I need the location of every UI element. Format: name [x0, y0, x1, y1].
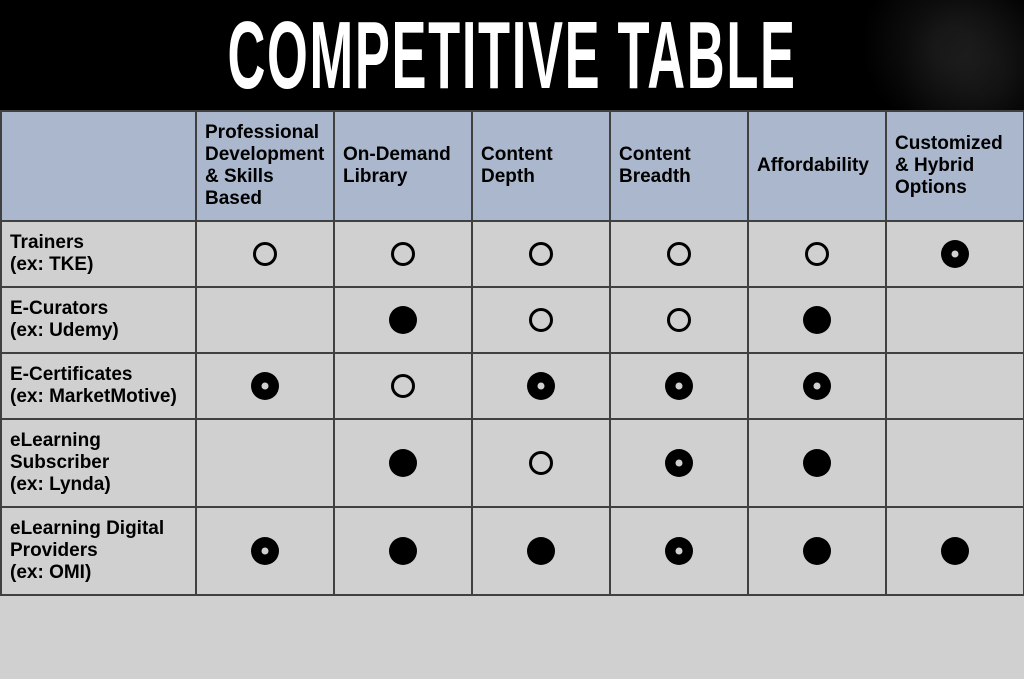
- row-header-label: eLearning Subscriber: [10, 430, 109, 473]
- data-cell: [886, 287, 1024, 353]
- marker-empty-icon: [253, 242, 277, 266]
- marker-empty-icon: [529, 242, 553, 266]
- data-cell: [472, 353, 610, 419]
- page-title: COMPETITIVE TABLE: [227, 0, 796, 111]
- title-bar: COMPETITIVE TABLE: [0, 0, 1024, 110]
- row-header-label: (ex: TKE): [10, 254, 93, 275]
- data-cell: [334, 419, 472, 507]
- row-header-label: eLearning Digital Providers: [10, 518, 164, 561]
- row-header: eLearning Subscriber(ex: Lynda): [1, 419, 196, 507]
- data-cell: [886, 353, 1024, 419]
- marker-empty-icon: [391, 374, 415, 398]
- data-cell: [610, 419, 748, 507]
- col-header: Affordability: [748, 111, 886, 221]
- data-cell: [748, 419, 886, 507]
- table-row: E-Curators(ex: Udemy): [1, 287, 1024, 353]
- data-cell: [334, 507, 472, 595]
- marker-dot-icon: [527, 372, 555, 400]
- data-cell: [472, 287, 610, 353]
- marker-full-icon: [389, 306, 417, 334]
- marker-full-icon: [389, 537, 417, 565]
- data-cell: [196, 507, 334, 595]
- table-row: E-Certificates(ex: MarketMotive): [1, 353, 1024, 419]
- marker-full-icon: [803, 537, 831, 565]
- data-cell: [472, 507, 610, 595]
- row-header-label: (ex: OMI): [10, 562, 91, 583]
- marker-empty-icon: [391, 242, 415, 266]
- col-header-label: On-Demand Library: [343, 144, 451, 187]
- row-header: eLearning Digital Providers (ex: OMI): [1, 507, 196, 595]
- table-row: Trainers(ex: TKE): [1, 221, 1024, 287]
- data-cell: [334, 221, 472, 287]
- marker-dot-icon: [941, 240, 969, 268]
- marker-empty-icon: [667, 242, 691, 266]
- col-header: Customized & Hybrid Options: [886, 111, 1024, 221]
- data-cell: [748, 353, 886, 419]
- table-row: eLearning Subscriber(ex: Lynda): [1, 419, 1024, 507]
- data-cell: [886, 507, 1024, 595]
- row-header-label: (ex: Lynda): [10, 474, 111, 495]
- col-header-label: Professional Development & Skills Based: [205, 122, 324, 209]
- marker-dot-icon: [665, 372, 693, 400]
- data-cell: [196, 419, 334, 507]
- col-header-label: Content Breadth: [619, 144, 691, 187]
- marker-dot-icon: [803, 372, 831, 400]
- row-header-label: Trainers: [10, 232, 84, 253]
- competitive-table: Professional Development & Skills Based …: [0, 110, 1024, 596]
- data-cell: [334, 287, 472, 353]
- data-cell: [748, 287, 886, 353]
- row-header-label: E-Certificates: [10, 364, 133, 385]
- col-header-label: Content Depth: [481, 144, 553, 187]
- data-cell: [196, 287, 334, 353]
- marker-dot-icon: [665, 449, 693, 477]
- marker-empty-icon: [667, 308, 691, 332]
- row-header-label: (ex: MarketMotive): [10, 386, 177, 407]
- data-cell: [748, 507, 886, 595]
- col-header: Content Depth: [472, 111, 610, 221]
- data-cell: [472, 221, 610, 287]
- col-header-label: Affordability: [757, 155, 869, 176]
- data-cell: [886, 419, 1024, 507]
- marker-full-icon: [941, 537, 969, 565]
- data-cell: [610, 353, 748, 419]
- row-header: E-Curators(ex: Udemy): [1, 287, 196, 353]
- table-header-row: Professional Development & Skills Based …: [1, 111, 1024, 221]
- corner-cell: [1, 111, 196, 221]
- table-row: eLearning Digital Providers (ex: OMI): [1, 507, 1024, 595]
- data-cell: [334, 353, 472, 419]
- col-header: On-Demand Library: [334, 111, 472, 221]
- data-cell: [886, 221, 1024, 287]
- marker-empty-icon: [529, 308, 553, 332]
- data-cell: [196, 221, 334, 287]
- marker-dot-icon: [665, 537, 693, 565]
- marker-full-icon: [803, 306, 831, 334]
- marker-full-icon: [389, 449, 417, 477]
- data-cell: [610, 221, 748, 287]
- data-cell: [610, 507, 748, 595]
- col-header: Professional Development & Skills Based: [196, 111, 334, 221]
- marker-empty-icon: [805, 242, 829, 266]
- col-header-label: Customized & Hybrid Options: [895, 133, 1003, 198]
- data-cell: [196, 353, 334, 419]
- col-header: Content Breadth: [610, 111, 748, 221]
- marker-dot-icon: [251, 372, 279, 400]
- marker-full-icon: [803, 449, 831, 477]
- row-header: Trainers(ex: TKE): [1, 221, 196, 287]
- marker-dot-icon: [251, 537, 279, 565]
- data-cell: [748, 221, 886, 287]
- table-body: Trainers(ex: TKE)E-Curators(ex: Udemy)E-…: [1, 221, 1024, 595]
- row-header-label: E-Curators: [10, 298, 108, 319]
- data-cell: [472, 419, 610, 507]
- data-cell: [610, 287, 748, 353]
- marker-full-icon: [527, 537, 555, 565]
- marker-empty-icon: [529, 451, 553, 475]
- row-header: E-Certificates(ex: MarketMotive): [1, 353, 196, 419]
- row-header-label: (ex: Udemy): [10, 320, 119, 341]
